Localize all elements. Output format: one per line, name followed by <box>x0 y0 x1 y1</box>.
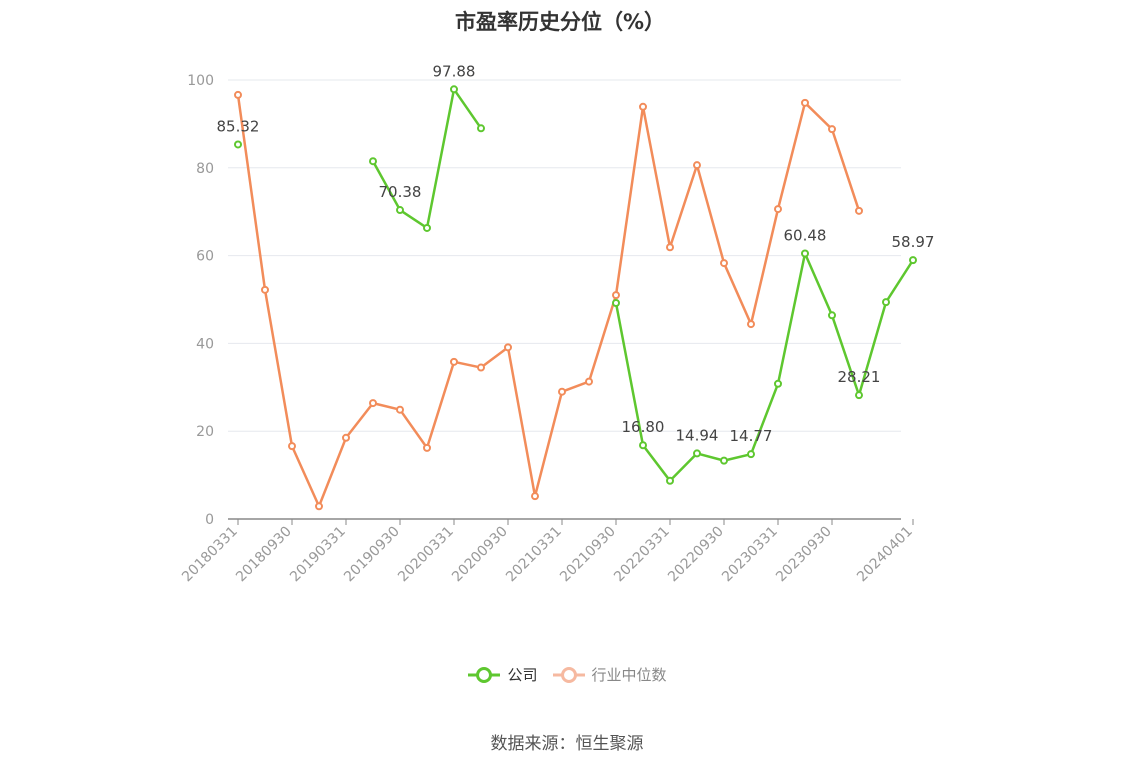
data-label: 28.21 <box>838 368 881 386</box>
industry-data-point <box>585 377 593 386</box>
data-label: 58.97 <box>892 233 935 251</box>
x-tick-label: 20220930 <box>665 524 727 586</box>
company-data-point <box>882 298 890 307</box>
x-tick-label: 20210930 <box>557 524 619 586</box>
y-tick-label: 80 <box>196 161 214 177</box>
industry-data-point <box>612 291 620 300</box>
company-data-point <box>747 450 755 459</box>
industry-data-point <box>639 102 647 111</box>
company-data-point <box>666 476 674 485</box>
industry-data-point <box>558 387 566 396</box>
x-tick-label: 20190930 <box>341 524 403 586</box>
industry-data-point <box>666 243 674 252</box>
x-tick-label: 20240401 <box>854 524 916 586</box>
industry-data-point <box>234 90 242 99</box>
company-data-point <box>369 157 377 166</box>
y-tick-label: 40 <box>196 336 214 352</box>
y-tick-label: 100 <box>187 73 214 89</box>
industry-data-point <box>774 205 782 214</box>
industry-data-point <box>396 405 404 414</box>
company-data-point <box>612 299 620 308</box>
company-data-point <box>801 249 809 258</box>
company-data-point <box>774 379 782 388</box>
legend-company-label: 公司 <box>507 666 538 684</box>
data-label: 16.80 <box>622 418 665 436</box>
company-data-point <box>909 256 917 265</box>
industry-data-point <box>342 433 350 442</box>
industry-data-point <box>315 502 323 511</box>
source-note: 数据来源：恒生聚源 <box>490 734 644 754</box>
legend: 公司 行业中位数 <box>0 664 1134 685</box>
industry-data-point <box>504 343 512 352</box>
company-data-point <box>396 206 404 215</box>
company-data-point <box>234 140 242 149</box>
company-series-line <box>614 252 915 483</box>
industry-data-point <box>369 399 377 408</box>
x-tick-label: 20200331 <box>395 524 457 586</box>
data-label: 14.94 <box>676 426 719 444</box>
data-label: 14.77 <box>730 427 773 445</box>
company-data-point <box>693 449 701 458</box>
legend-industry-marker-icon <box>552 666 585 683</box>
company-series-line <box>371 88 483 230</box>
industry-series-line <box>236 94 861 508</box>
industry-data-point <box>855 206 863 215</box>
x-tick-label: 20190331 <box>287 524 349 586</box>
chart-title: 市盈率历史分位（%） <box>454 10 666 34</box>
legend-company-marker-icon <box>468 666 501 683</box>
data-label: 70.38 <box>379 183 422 201</box>
company-data-point <box>855 391 863 400</box>
company-data-point <box>639 441 647 450</box>
company-data-point <box>828 311 836 320</box>
legend-item-company[interactable]: 公司 <box>467 664 538 685</box>
industry-data-point <box>423 443 431 452</box>
x-tick-label: 20180331 <box>179 524 241 586</box>
legend-industry-label: 行业中位数 <box>591 666 667 684</box>
industry-data-point <box>720 259 728 268</box>
data-label: 85.32 <box>217 117 260 135</box>
data-label: 97.88 <box>433 62 476 80</box>
company-data-point <box>720 456 728 465</box>
x-tick-label: 20200930 <box>449 524 511 586</box>
x-tick-label: 20230331 <box>719 524 781 586</box>
industry-data-point <box>801 98 809 107</box>
x-tick-label: 20180930 <box>233 524 295 586</box>
industry-data-point <box>261 285 269 294</box>
company-data-point <box>423 223 431 232</box>
industry-data-point <box>693 161 701 170</box>
industry-data-point <box>531 492 539 501</box>
industry-data-point <box>288 442 296 451</box>
data-label: 60.48 <box>784 226 827 244</box>
legend-item-industry[interactable]: 行业中位数 <box>552 664 667 685</box>
x-tick-label: 20230930 <box>773 524 835 586</box>
industry-data-point <box>477 363 485 372</box>
y-tick-label: 20 <box>196 424 214 440</box>
y-tick-label: 0 <box>205 512 214 528</box>
industry-data-point <box>747 320 755 329</box>
x-tick-label: 20220331 <box>611 524 673 586</box>
industry-data-point <box>828 125 836 134</box>
company-data-point <box>450 85 458 94</box>
x-tick-label: 20210331 <box>503 524 565 586</box>
y-tick-label: 60 <box>196 249 214 265</box>
company-data-point <box>477 124 485 133</box>
industry-data-point <box>450 357 458 366</box>
